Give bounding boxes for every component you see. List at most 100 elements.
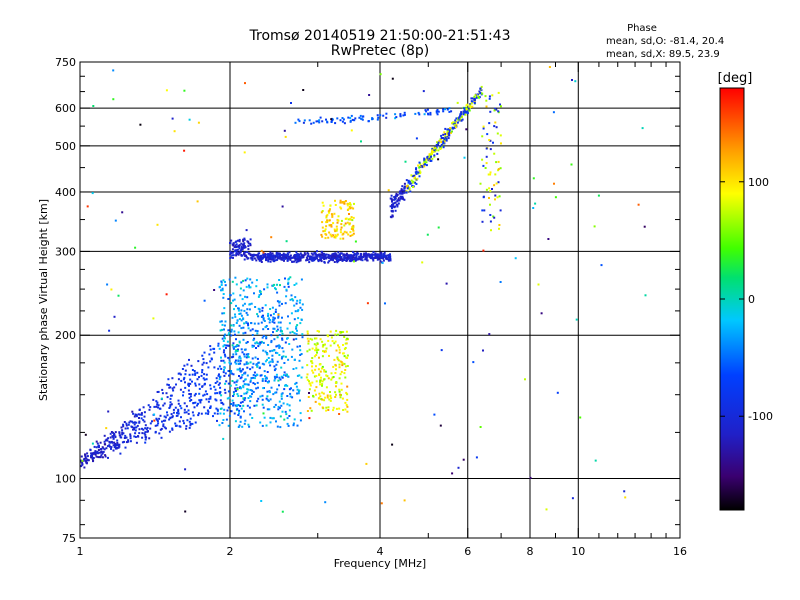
- data-point: [259, 255, 262, 258]
- data-point: [418, 113, 421, 116]
- data-point: [329, 208, 331, 211]
- data-point: [342, 254, 345, 257]
- data-point: [346, 209, 349, 211]
- data-point: [433, 147, 436, 150]
- data-point: [330, 256, 333, 259]
- data-point: [269, 260, 272, 263]
- data-point: [540, 312, 543, 315]
- data-point: [242, 304, 245, 307]
- data-point: [326, 121, 329, 124]
- data-point: [295, 261, 298, 264]
- data-point: [309, 384, 312, 387]
- data-point: [226, 344, 229, 347]
- data-point: [334, 234, 337, 237]
- data-point: [481, 135, 484, 138]
- data-point: [278, 406, 281, 409]
- data-point: [287, 285, 290, 288]
- data-point: [161, 392, 164, 395]
- data-point: [455, 123, 458, 126]
- data-point: [275, 345, 278, 348]
- data-point: [220, 356, 222, 359]
- data-point: [336, 260, 338, 262]
- data-point: [425, 110, 428, 113]
- data-point: [242, 238, 245, 241]
- data-point: [471, 105, 474, 108]
- data-point: [251, 345, 254, 348]
- data-point: [352, 207, 355, 210]
- data-point: [320, 376, 322, 379]
- data-point: [315, 347, 318, 350]
- data-point: [282, 402, 285, 405]
- data-point: [341, 259, 344, 262]
- data-point: [301, 308, 304, 311]
- data-point: [352, 232, 355, 235]
- data-point: [319, 370, 322, 373]
- data-point: [156, 403, 159, 406]
- data-point: [256, 364, 259, 367]
- data-point: [91, 457, 94, 460]
- data-point: [169, 397, 172, 400]
- data-point: [171, 377, 174, 380]
- data-point: [377, 254, 380, 257]
- data-point: [161, 420, 163, 423]
- data-point: [219, 320, 222, 323]
- data-point: [325, 225, 328, 228]
- data-point: [315, 375, 318, 377]
- data-point: [217, 342, 220, 345]
- data-point: [231, 248, 234, 251]
- data-point: [300, 278, 303, 281]
- data-point: [121, 211, 124, 214]
- data-point: [149, 406, 152, 409]
- data-point: [400, 188, 403, 191]
- data-point: [265, 424, 268, 427]
- data-point: [334, 255, 337, 258]
- data-point: [235, 322, 238, 324]
- data-point: [258, 294, 261, 297]
- data-point: [246, 374, 249, 377]
- data-point: [238, 424, 241, 427]
- data-point: [313, 256, 316, 259]
- data-point: [277, 313, 280, 316]
- data-point: [268, 408, 271, 411]
- data-point: [213, 385, 216, 388]
- data-point: [248, 406, 251, 409]
- data-point: [223, 349, 226, 352]
- data-point: [403, 198, 406, 201]
- data-point: [351, 118, 354, 121]
- data-point: [348, 205, 351, 208]
- data-point: [352, 224, 355, 227]
- data-point: [249, 238, 252, 241]
- data-point: [228, 374, 230, 377]
- data-point: [224, 391, 227, 394]
- data-point: [438, 139, 441, 142]
- data-point: [405, 179, 408, 182]
- data-point: [293, 254, 296, 257]
- data-point: [393, 202, 396, 205]
- data-point: [216, 419, 218, 422]
- data-point: [231, 316, 234, 319]
- data-point: [246, 341, 249, 343]
- data-point: [266, 286, 269, 289]
- data-point: [271, 349, 274, 352]
- data-point: [340, 382, 343, 385]
- data-point: [219, 375, 222, 378]
- data-point: [173, 130, 176, 133]
- data-point: [275, 420, 277, 423]
- data-point: [289, 256, 292, 259]
- data-point: [344, 217, 347, 220]
- data-point: [324, 228, 327, 231]
- data-point: [223, 353, 226, 356]
- data-point: [166, 414, 169, 417]
- data-point: [403, 187, 406, 190]
- data-point: [222, 293, 225, 295]
- data-point: [349, 256, 352, 259]
- data-point: [600, 264, 603, 267]
- data-point: [343, 348, 346, 350]
- data-point: [249, 368, 252, 371]
- data-point: [266, 390, 269, 393]
- data-point: [186, 363, 189, 366]
- data-point: [228, 396, 231, 399]
- data-point: [218, 285, 221, 288]
- data-point: [224, 355, 227, 358]
- data-point: [266, 283, 269, 286]
